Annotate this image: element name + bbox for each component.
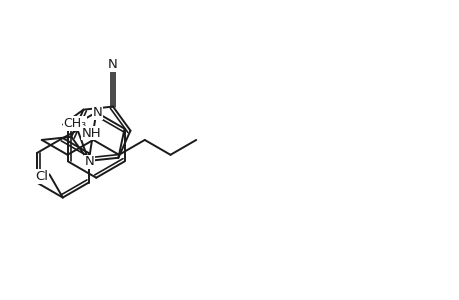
Text: NH: NH — [82, 127, 101, 140]
Text: N: N — [92, 106, 102, 119]
Text: N: N — [85, 155, 95, 168]
Text: Cl: Cl — [35, 170, 48, 183]
Text: CH₃: CH₃ — [63, 117, 86, 130]
Text: N: N — [108, 58, 118, 71]
